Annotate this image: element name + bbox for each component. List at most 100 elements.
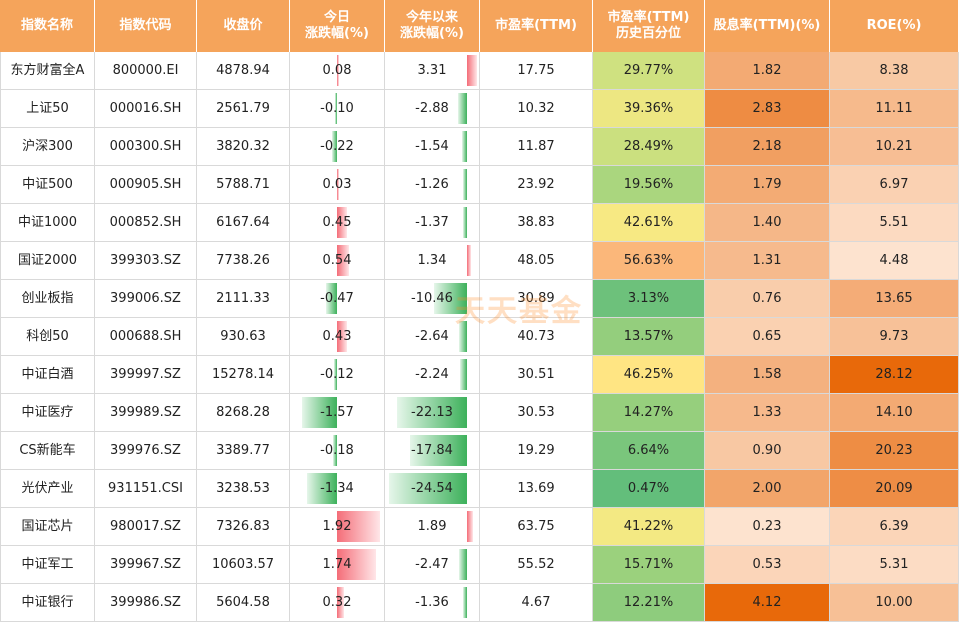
dividend-yield-cell-text: 0.23 (752, 519, 782, 534)
ytd-change-cell: -1.37 (385, 204, 480, 242)
close-price-cell-text: 2561.79 (216, 101, 270, 116)
roe-cell-text: 6.39 (879, 519, 909, 534)
index-code-cell-text: 000905.SH (109, 177, 182, 192)
index-name-cell-text: CS新能车 (19, 443, 76, 458)
index-code-cell: 399997.SZ (95, 356, 197, 394)
pe-percentile-cell-text: 14.27% (623, 405, 674, 420)
index-name-cell: 中证军工 (0, 546, 95, 584)
roe-cell-text: 28.12 (875, 367, 913, 382)
roe-cell: 28.12 (830, 356, 959, 394)
pe-cell: 13.69 (480, 470, 593, 508)
close-price-cell-text: 8268.28 (216, 405, 270, 420)
pe-cell-text: 13.69 (517, 481, 555, 496)
dividend-yield-cell: 0.90 (705, 432, 830, 470)
pe-cell: 4.67 (480, 584, 593, 622)
pe-percentile-cell-text: 41.22% (623, 519, 674, 534)
dividend-yield-cell: 2.83 (705, 90, 830, 128)
roe-cell: 10.00 (830, 584, 959, 622)
change-bar (433, 283, 467, 314)
index-name-cell: 中证白酒 (0, 356, 95, 394)
pe-percentile-cell: 46.25% (593, 356, 705, 394)
ytd-change-cell: -22.13 (385, 394, 480, 432)
dividend-yield-cell: 1.82 (705, 52, 830, 90)
close-price-cell-text: 5604.58 (216, 595, 270, 610)
ytd-change-cell: -2.64 (385, 318, 480, 356)
day-change-cell: -0.10 (290, 90, 385, 128)
index-code-cell-text: 399967.SZ (110, 557, 181, 572)
close-price-cell-text: 5788.71 (216, 177, 270, 192)
pe-cell: 40.73 (480, 318, 593, 356)
index-name-cell-text: 国证2000 (17, 253, 78, 268)
ytd-change-cell: -1.54 (385, 128, 480, 166)
index-name-cell: 中证银行 (0, 584, 95, 622)
day-change-cell: 0.32 (290, 584, 385, 622)
roe-cell: 20.23 (830, 432, 959, 470)
pe-cell-text: 55.52 (517, 557, 555, 572)
index-name-cell-text: 国证芯片 (21, 519, 74, 534)
dividend-yield-cell: 2.00 (705, 470, 830, 508)
index-name-cell: 沪深300 (0, 128, 95, 166)
table-row: 中证医疗 399989.SZ 8268.28 -1.57 -22.13 30.53 14.2… (0, 394, 960, 432)
roe-cell: 5.31 (830, 546, 959, 584)
pe-percentile-cell: 29.77% (593, 52, 705, 90)
roe-cell-text: 14.10 (875, 405, 913, 420)
close-price-cell: 5604.58 (197, 584, 290, 622)
change-bar (462, 587, 467, 618)
pe-percentile-cell-text: 29.77% (623, 63, 674, 78)
index-name-cell: 东方财富全A (0, 52, 95, 90)
close-price-cell-text: 3820.32 (216, 139, 270, 154)
table-row: 中证白酒 399997.SZ 15278.14 -0.12 -2.24 30.51 46.2… (0, 356, 960, 394)
index-name-cell-text: 光伏产业 (21, 481, 74, 496)
day-change-cell-text: -1.34 (320, 481, 354, 496)
close-price-cell: 5788.71 (197, 166, 290, 204)
index-code-cell: 399006.SZ (95, 280, 197, 318)
index-code-cell-text: 399989.SZ (110, 405, 181, 420)
pe-percentile-cell-text: 15.71% (623, 557, 674, 572)
pe-cell: 19.29 (480, 432, 593, 470)
roe-cell-text: 5.51 (879, 215, 909, 230)
ytd-change-cell: -1.26 (385, 166, 480, 204)
close-price-cell: 3238.53 (197, 470, 290, 508)
day-change-cell: 1.92 (290, 508, 385, 546)
table-row: 中证500 000905.SH 5788.71 0.03 -1.26 23.92 19.56… (0, 166, 960, 204)
roe-cell-text: 20.09 (875, 481, 913, 496)
ytd-change-cell-text: -1.36 (415, 595, 449, 610)
close-price-cell-text: 3238.53 (216, 481, 270, 496)
pe-cell-text: 40.73 (517, 329, 555, 344)
pe-percentile-cell: 41.22% (593, 508, 705, 546)
ytd-change-cell-text: -2.24 (415, 367, 449, 382)
ytd-change-cell: -1.36 (385, 584, 480, 622)
index-code-cell: 399986.SZ (95, 584, 197, 622)
index-code-cell-text: 399006.SZ (110, 291, 181, 306)
close-price-cell-text: 2111.33 (216, 291, 270, 306)
dividend-yield-cell-text: 2.83 (752, 101, 782, 116)
pe-percentile-cell-text: 56.63% (623, 253, 674, 268)
index-name-cell-text: 科创50 (26, 329, 69, 344)
index-name-cell-text: 中证军工 (21, 557, 74, 572)
dividend-yield-cell-text: 2.18 (752, 139, 782, 154)
dividend-yield-cell: 1.33 (705, 394, 830, 432)
pe-cell-text: 10.32 (517, 101, 555, 116)
pe-percentile-cell: 6.64% (593, 432, 705, 470)
close-price-cell: 3820.32 (197, 128, 290, 166)
roe-cell-text: 8.38 (879, 63, 909, 78)
day-change-cell: 0.08 (290, 52, 385, 90)
ytd-change-cell: 1.89 (385, 508, 480, 546)
ytd-change-cell: -2.47 (385, 546, 480, 584)
day-change-cell-text: 0.08 (322, 63, 352, 78)
day-change-cell: 0.03 (290, 166, 385, 204)
roe-cell-text: 13.65 (875, 291, 913, 306)
pe-cell: 48.05 (480, 242, 593, 280)
day-change-cell-text: 1.92 (322, 519, 352, 534)
index-code-cell: 399989.SZ (95, 394, 197, 432)
pe-cell: 17.75 (480, 52, 593, 90)
ytd-change-cell-text: -17.84 (411, 443, 453, 458)
index-code-cell-text: 399986.SZ (110, 595, 181, 610)
dividend-yield-cell-text: 1.82 (752, 63, 782, 78)
change-bar (410, 435, 467, 466)
change-bar (337, 511, 380, 542)
table-row: 上证50 000016.SH 2561.79 -0.10 -2.88 10.32 39.36… (0, 90, 960, 128)
dividend-yield-cell-text: 2.00 (752, 481, 782, 496)
ytd-change-cell-text: -2.64 (415, 329, 449, 344)
day-change-cell: -0.22 (290, 128, 385, 166)
